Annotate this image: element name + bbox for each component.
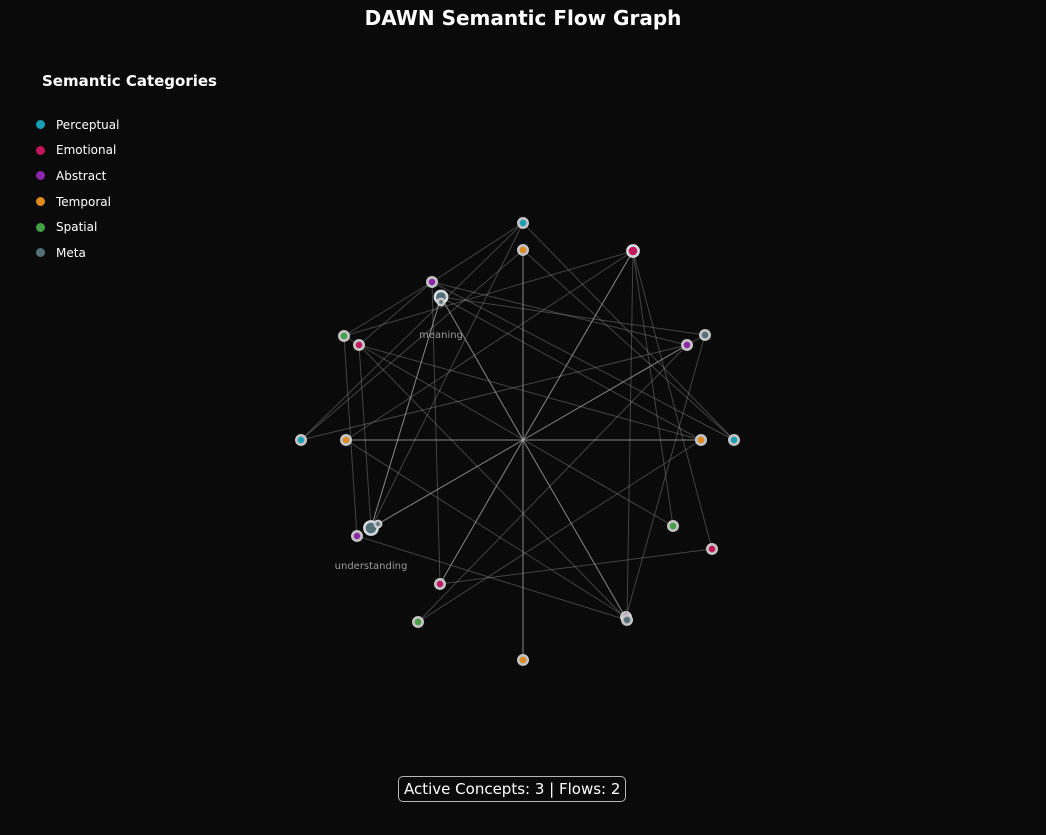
concept-node-core: [297, 436, 305, 444]
concept-node-core: [355, 341, 363, 349]
concept-node-core: [376, 522, 380, 526]
edge: [626, 250, 634, 621]
edge: [417, 344, 688, 623]
status-box: Active Concepts: 3 | Flows: 2: [398, 776, 627, 802]
edge: [358, 344, 702, 441]
legend-dot-spatial: [36, 222, 45, 232]
edge: [358, 281, 433, 346]
edge: [343, 335, 674, 527]
legend-dot-perceptual: [36, 120, 45, 130]
edge: [417, 439, 702, 623]
edge: [439, 548, 713, 585]
concept-node-core: [730, 436, 738, 444]
legend-label-spatial: Spatial: [56, 220, 98, 235]
edge: [356, 535, 628, 621]
edge: [343, 250, 634, 337]
flow-edge: [439, 439, 524, 585]
concept-node-core: [519, 246, 527, 254]
concept-node-core: [365, 522, 377, 534]
concept-label-understanding: understanding: [335, 561, 408, 572]
edge: [522, 249, 735, 441]
edge: [345, 250, 634, 441]
flow-edge: [522, 250, 634, 441]
edges-layer: [300, 222, 735, 660]
edge: [625, 334, 706, 618]
flow-edge: [522, 344, 688, 441]
edge: [431, 281, 735, 441]
concept-node-core: [428, 278, 436, 286]
legend-label-temporal: Temporal: [56, 194, 111, 209]
flow-edge: [440, 296, 524, 441]
legend-dot-abstract: [36, 171, 45, 181]
concept-node-core: [628, 246, 638, 256]
concept-label-meaning: meaning: [419, 330, 463, 341]
legend-item-temporal: Temporal: [36, 189, 217, 215]
concept-node-core: [342, 436, 350, 444]
edge: [440, 296, 702, 441]
concept-node-core: [414, 618, 422, 626]
concept-node-core: [340, 332, 348, 340]
concept-node-core: [623, 616, 631, 624]
edge: [300, 249, 524, 441]
edge: [343, 335, 358, 537]
legend-item-meta: Meta: [36, 240, 217, 266]
legend-dot-temporal: [36, 197, 45, 207]
edge: [632, 250, 713, 550]
legend-label-abstract: Abstract: [56, 168, 107, 183]
edge: [358, 344, 628, 621]
concept-node-core: [669, 522, 677, 530]
edge: [300, 222, 524, 441]
concept-node-core: [708, 545, 716, 553]
edge: [370, 222, 524, 529]
edge: [440, 296, 706, 336]
legend-dot-meta: [36, 248, 45, 258]
concept-node-core: [519, 656, 527, 664]
legend-item-perceptual: Perceptual: [36, 112, 217, 138]
edge: [343, 281, 433, 337]
edge: [358, 344, 372, 529]
legend-label-emotional: Emotional: [56, 143, 117, 158]
edge: [431, 281, 441, 585]
flow-edge: [370, 439, 524, 529]
flow-edge: [522, 439, 628, 621]
legend-item-spatial: Spatial: [36, 214, 217, 240]
concept-node-core: [683, 341, 691, 349]
nodes-layer: [295, 217, 740, 666]
edge: [522, 222, 735, 441]
legend-dot-emotional: [36, 145, 45, 155]
edge: [431, 222, 524, 283]
concept-node-core: [519, 219, 527, 227]
edge: [300, 344, 688, 441]
legend-title: Semantic Categories: [42, 72, 217, 90]
legend-item-abstract: Abstract: [36, 163, 217, 189]
concept-node-core: [697, 436, 705, 444]
concept-node-core: [353, 532, 361, 540]
graph-title: DAWN Semantic Flow Graph: [364, 6, 682, 30]
edge: [431, 281, 688, 346]
edge: [632, 250, 674, 527]
edge: [345, 439, 627, 618]
concept-node-core: [701, 331, 709, 339]
concept-node-core: [436, 580, 444, 588]
legend-item-emotional: Emotional: [36, 138, 217, 164]
legend-label-perceptual: Perceptual: [56, 117, 120, 132]
concept-node-core: [439, 300, 443, 304]
legend: Semantic Categories Perceptual Emotional…: [36, 72, 217, 266]
flow-edge: [370, 296, 442, 529]
legend-label-meta: Meta: [56, 245, 86, 260]
